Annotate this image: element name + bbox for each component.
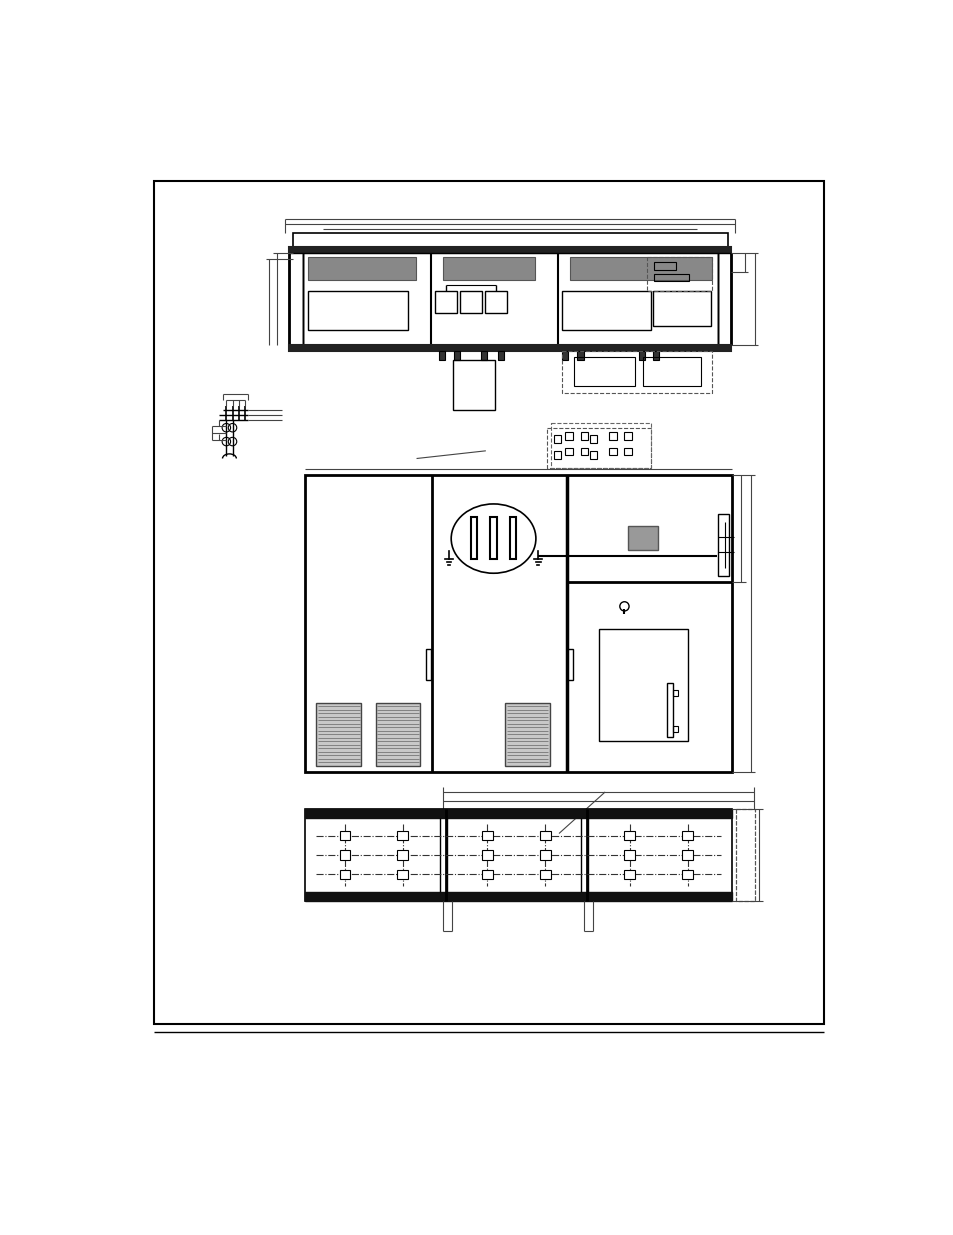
Bar [681,869,692,879]
Bar [539,831,550,841]
Bar [539,851,550,860]
Bar [624,869,635,879]
Bar [396,831,408,841]
Bar [305,475,732,772]
Bar [564,432,572,440]
Bar [589,436,597,443]
Bar [339,851,350,860]
Bar [293,233,727,247]
Bar [504,703,549,766]
Bar [561,351,712,393]
Bar [396,851,408,860]
Bar [305,809,732,902]
Bar [305,892,732,902]
Bar [561,351,568,359]
Bar [438,351,444,359]
Bar [442,257,535,280]
Bar [547,427,651,468]
Bar [624,851,635,860]
Bar [564,448,572,456]
Bar [153,180,823,1024]
Bar [553,451,560,458]
Bar [480,351,487,359]
Bar [553,436,560,443]
Bar [672,689,678,695]
Bar [628,526,657,550]
Bar [435,291,456,312]
Bar [718,514,728,576]
Bar [736,809,755,902]
Bar [681,851,692,860]
Bar [471,517,476,559]
Bar [308,257,416,280]
Bar [598,630,687,741]
Bar [652,291,710,326]
Bar [289,247,731,253]
Bar [642,357,700,387]
Bar [481,831,493,841]
Bar [567,648,572,679]
Bar [289,346,731,351]
Bar [580,448,588,456]
Bar [624,448,632,456]
Bar [569,257,712,280]
Bar [577,351,583,359]
Bar [305,809,732,818]
Bar [608,448,616,456]
Bar [654,274,688,282]
Bar [302,253,717,346]
Bar [681,831,692,841]
Bar [308,291,408,330]
Bar [573,357,635,387]
Bar [624,432,632,440]
Bar [589,451,597,458]
Bar [375,703,420,766]
Bar [481,869,493,879]
Bar [339,869,350,879]
Bar [484,291,506,312]
Bar [425,648,431,679]
Bar [339,831,350,841]
Bar [666,683,672,737]
Bar [672,726,678,732]
Bar [624,831,635,841]
Bar [460,291,481,312]
Bar [717,253,731,346]
Bar [652,351,659,359]
Bar [289,253,302,346]
Bar [539,869,550,879]
Bar [646,257,712,291]
Bar [316,703,361,766]
Bar [497,351,504,359]
Bar [654,262,676,270]
Bar [561,291,650,330]
Bar [396,869,408,879]
Bar [736,809,755,902]
Bar [481,851,493,860]
Bar [490,517,497,559]
Bar [453,359,495,410]
Bar [608,432,616,440]
Bar [509,517,516,559]
Bar [551,424,651,468]
Bar [454,351,460,359]
Bar [580,432,588,440]
Bar [639,351,644,359]
